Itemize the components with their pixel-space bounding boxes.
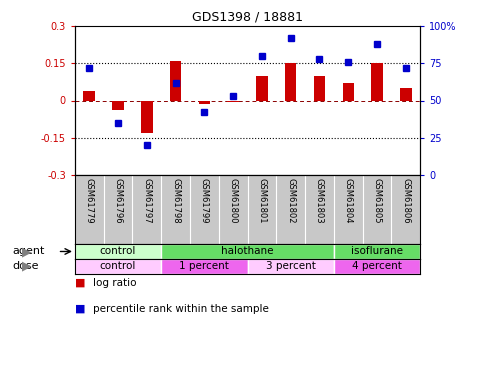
Text: control: control <box>100 246 136 256</box>
Text: GSM61799: GSM61799 <box>200 178 209 224</box>
Bar <box>112 100 124 110</box>
Text: 4 percent: 4 percent <box>352 261 402 272</box>
Bar <box>334 259 420 274</box>
Text: GSM61805: GSM61805 <box>372 178 382 224</box>
Bar <box>75 259 161 274</box>
Text: GSM61802: GSM61802 <box>286 178 295 224</box>
Bar <box>285 63 297 100</box>
Text: GSM61798: GSM61798 <box>171 178 180 224</box>
Bar <box>170 61 181 100</box>
Bar <box>75 244 161 259</box>
Bar <box>371 63 383 100</box>
Text: dose: dose <box>12 261 39 272</box>
Text: GSM61801: GSM61801 <box>257 178 267 224</box>
Text: GSM61779: GSM61779 <box>85 178 94 224</box>
Bar <box>334 244 420 259</box>
Text: percentile rank within the sample: percentile rank within the sample <box>93 304 269 314</box>
Text: agent: agent <box>12 246 44 256</box>
Text: GSM61796: GSM61796 <box>114 178 123 224</box>
Text: GSM61797: GSM61797 <box>142 178 151 224</box>
Bar <box>247 259 334 274</box>
Bar <box>314 76 325 100</box>
Bar <box>199 100 210 104</box>
Text: 1 percent: 1 percent <box>179 261 229 272</box>
Text: isoflurane: isoflurane <box>351 246 403 256</box>
Bar <box>227 100 239 102</box>
Title: GDS1398 / 18881: GDS1398 / 18881 <box>192 11 303 24</box>
Text: ▶: ▶ <box>22 260 31 273</box>
Text: ■: ■ <box>75 278 85 288</box>
Text: ■: ■ <box>75 304 85 314</box>
Bar <box>141 100 153 133</box>
Bar <box>84 91 95 101</box>
Text: GSM61800: GSM61800 <box>228 178 238 224</box>
Text: halothane: halothane <box>221 246 274 256</box>
Text: GSM61803: GSM61803 <box>315 178 324 224</box>
Bar <box>400 88 412 101</box>
Text: GSM61806: GSM61806 <box>401 178 411 224</box>
Text: control: control <box>100 261 136 272</box>
Text: GSM61804: GSM61804 <box>344 178 353 224</box>
Bar <box>342 83 354 100</box>
Bar <box>161 259 247 274</box>
Bar <box>161 244 334 259</box>
Bar <box>256 76 268 100</box>
Text: 3 percent: 3 percent <box>266 261 316 272</box>
Text: ▶: ▶ <box>22 245 31 258</box>
Text: log ratio: log ratio <box>93 278 137 288</box>
